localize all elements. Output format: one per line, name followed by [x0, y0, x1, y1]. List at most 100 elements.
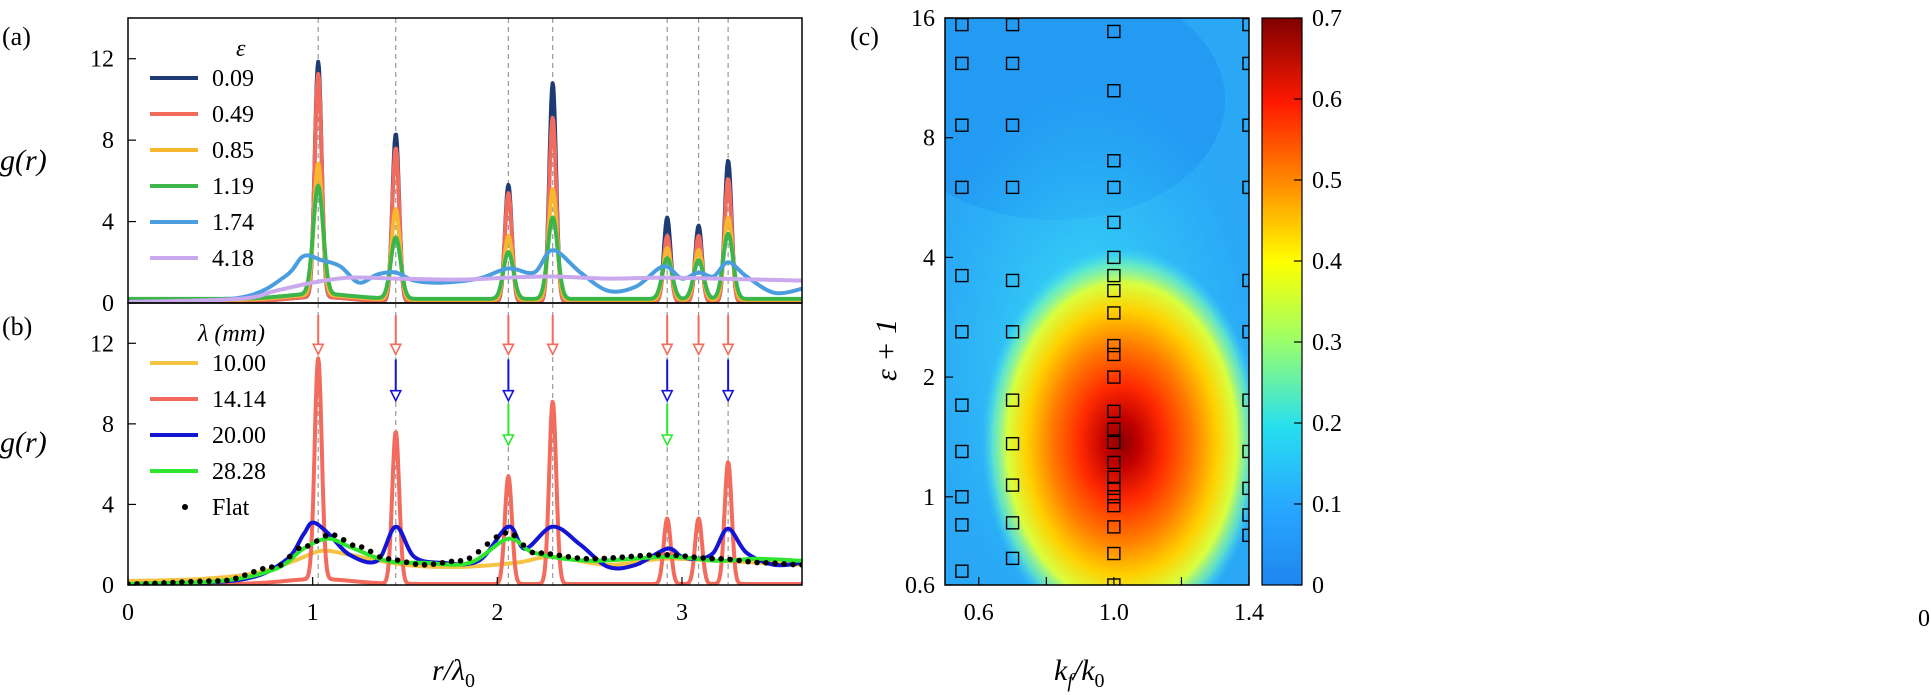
- x-tick-label: 2: [491, 600, 503, 626]
- series-dot-flat: [349, 542, 356, 549]
- x-tick-label: 0.6: [964, 600, 994, 626]
- series-dot-flat: [313, 538, 320, 544]
- sample-marker: [1242, 56, 1249, 71]
- legend-swatch-dot: [182, 504, 188, 510]
- series-dot-flat: [403, 559, 410, 566]
- sample-marker: [1242, 508, 1249, 522]
- y-tick-label: 8: [102, 412, 114, 438]
- series-dot-flat: [268, 564, 275, 570]
- x-tick-label: 1.4: [1234, 600, 1264, 626]
- series-dot-flat: [322, 533, 329, 539]
- series-dot-flat: [367, 548, 374, 555]
- series-dot-flat: [547, 551, 554, 557]
- series-dot-flat: [152, 580, 158, 585]
- peak-arrow-head: [660, 389, 674, 403]
- sample-markers: [955, 18, 1249, 585]
- y-tick-label: 4: [102, 492, 114, 518]
- sample-marker: [1005, 56, 1020, 71]
- sample-marker: [1107, 24, 1121, 39]
- y-tick-label: 2: [923, 365, 935, 391]
- series-dot-flat: [664, 552, 670, 558]
- sample-marker: [1107, 481, 1121, 496]
- legend-a: ε 0.09 0.49 0.85 1.19 1.74 4.18: [150, 36, 254, 272]
- sample-marker: [955, 268, 969, 283]
- sample-marker: [1107, 215, 1121, 230]
- peak-arrow-head: [546, 343, 560, 357]
- series-dot-flat: [170, 579, 176, 585]
- sample-marker: [1107, 338, 1121, 353]
- sample-marker: [955, 490, 969, 504]
- series-lines-b: [128, 356, 802, 585]
- y-tick-label: 1: [923, 485, 935, 511]
- series-dot-flat: [727, 556, 733, 563]
- peak-arrow-head: [692, 343, 705, 357]
- series-dot-flat: [197, 578, 203, 585]
- series-line-4-18: [128, 274, 802, 303]
- series-dot-flat: [206, 578, 212, 584]
- series-dot-flat: [493, 534, 500, 540]
- series-dot-flat: [242, 572, 248, 578]
- series-dot-flat: [520, 542, 527, 548]
- sample-marker: [1005, 516, 1020, 530]
- y-axis-label-b: g(r): [0, 426, 47, 459]
- series-dot-flat: [619, 554, 626, 560]
- plot-frame-b: [127, 302, 803, 586]
- series-dot-flat: [646, 552, 653, 558]
- series-dot-flat: [628, 553, 635, 560]
- sample-marker: [955, 325, 969, 339]
- sample-marker: [1005, 118, 1020, 132]
- y-tick-label: 12: [90, 331, 114, 357]
- series-dot-flat: [376, 554, 383, 560]
- sample-marker: [1107, 250, 1121, 265]
- y-tick-label: 4: [102, 210, 114, 236]
- series-dot-flat: [745, 558, 751, 565]
- x-tick-label: 0: [122, 600, 134, 626]
- panel-label-c: (c): [850, 22, 879, 51]
- plot-frame-c: [944, 17, 1250, 586]
- peak-arrows-b: [311, 315, 735, 447]
- sample-marker: [1107, 180, 1121, 195]
- peak-arrow-head: [721, 343, 735, 357]
- sample-marker: [1107, 546, 1121, 561]
- legend-title: ε: [236, 36, 246, 62]
- sample-marker: [1107, 268, 1121, 283]
- x-tick-label: 1.0: [1099, 600, 1129, 626]
- legend-label: 28.28: [212, 459, 266, 485]
- sample-marker: [1107, 470, 1121, 484]
- legend-label: 4.18: [212, 246, 254, 272]
- sample-marker: [955, 118, 969, 132]
- sample-marker: [1107, 347, 1121, 362]
- peak-arrow-head: [660, 434, 674, 447]
- x-tick-label: 3: [676, 600, 688, 626]
- x-tick-label: 1: [307, 600, 319, 626]
- legend-label: 10.00: [212, 351, 266, 377]
- legend-label: Flat: [212, 495, 250, 521]
- series-dot-flat: [394, 557, 401, 563]
- sample-marker: [1242, 273, 1249, 288]
- series-dot-flat: [466, 555, 473, 561]
- sample-marker: [955, 444, 969, 459]
- series-dot-flat: [484, 541, 491, 547]
- sample-marker: [1107, 370, 1121, 384]
- series-dot-flat: [574, 555, 581, 561]
- legend-label: 20.00: [212, 423, 266, 449]
- series-dot-flat: [691, 554, 697, 560]
- series-dot-flat: [637, 552, 644, 559]
- sample-marker: [1242, 481, 1249, 496]
- y-tick-label: 8: [923, 126, 935, 152]
- series-dot-flat: [556, 552, 563, 559]
- sample-marker: [1107, 306, 1121, 320]
- panel-label-a: (a): [2, 22, 31, 51]
- sample-marker: [1107, 520, 1121, 534]
- sample-marker: [1005, 273, 1020, 288]
- series-dot-flat: [143, 580, 149, 585]
- y-tick-label: 4: [923, 245, 935, 271]
- colorbar-ticks: 0 0.1 0.2 0.3 0.4 0.5 0.6 0.7: [1294, 6, 1342, 599]
- series-dot-flat: [718, 556, 724, 562]
- sample-marker: [1005, 478, 1020, 492]
- sample-marker: [955, 180, 969, 195]
- series-dot-flat: [772, 560, 778, 567]
- series-dot-flat: [592, 555, 599, 562]
